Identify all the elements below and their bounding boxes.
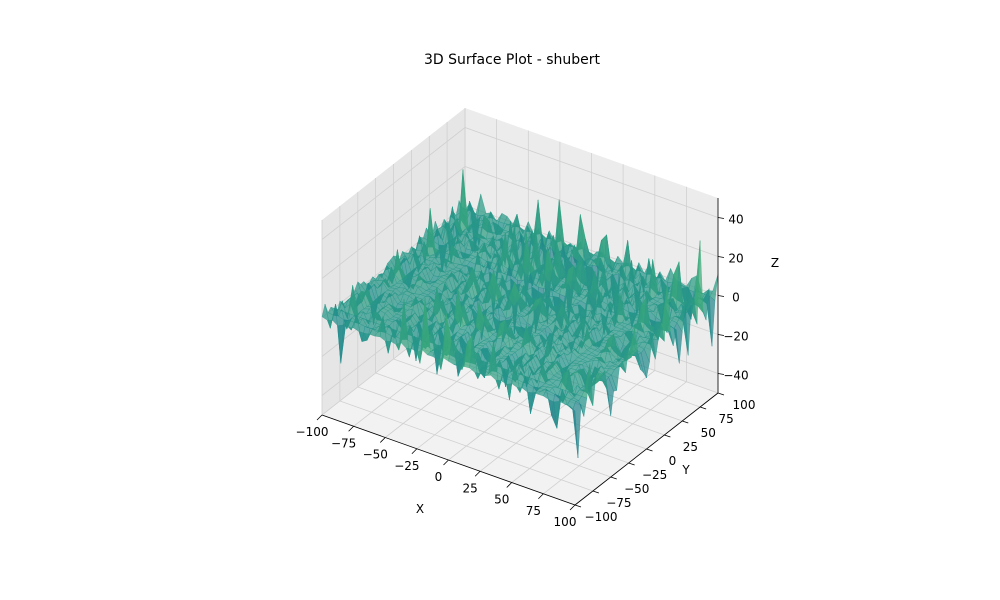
z-tick-label: −40	[723, 369, 748, 383]
z-tick-label: 0	[732, 291, 740, 305]
grid-line-z	[321, 127, 719, 240]
y-tick	[574, 504, 582, 508]
x-tick-label: 75	[526, 504, 541, 518]
z-tick-label: −20	[723, 330, 748, 344]
chart-title: 3D Surface Plot - shubert	[424, 52, 601, 68]
z-axis-label: Z	[771, 256, 779, 270]
x-tick-label: 25	[462, 481, 477, 495]
z-tick	[717, 295, 725, 297]
grid-line-z	[321, 166, 719, 279]
grid-line-y	[375, 178, 629, 464]
x-tick	[411, 448, 418, 455]
x-tick-label: 0	[435, 470, 443, 484]
y-tick	[664, 434, 671, 438]
x-tick	[316, 414, 323, 421]
y-tick-label: 25	[683, 440, 698, 454]
x-tick-label: 50	[494, 493, 509, 507]
y-axis-label: Y	[681, 463, 690, 477]
y-tick-label: −50	[624, 482, 649, 496]
x-tick	[443, 459, 449, 466]
y-tick	[717, 392, 725, 396]
x-tick	[569, 504, 576, 511]
grid-line-y	[357, 192, 611, 478]
y-tick-label: −75	[606, 496, 631, 510]
y-tick	[592, 490, 600, 494]
x-tick-label: −100	[296, 425, 329, 439]
x-tick-label: −25	[394, 459, 419, 473]
x-tick	[348, 425, 354, 432]
x-axis-label: X	[416, 502, 424, 516]
grid-line-y	[393, 164, 647, 450]
x-tick	[538, 493, 544, 500]
grid-line-y	[339, 206, 594, 492]
x-tick-label: 100	[554, 515, 577, 529]
x-tick-label: −75	[331, 436, 356, 450]
y-tick-label: −25	[642, 468, 667, 482]
z-tick	[717, 373, 725, 375]
y-tick-label: 75	[718, 412, 733, 426]
z-tick-label: 40	[728, 213, 743, 227]
z-tick	[717, 334, 725, 336]
z-tick	[717, 217, 725, 219]
y-tick	[610, 476, 617, 480]
x-tick-label: −50	[363, 448, 388, 462]
x-tick	[379, 437, 386, 443]
z-tick-label: 20	[728, 252, 743, 266]
y-tick-label: 50	[701, 426, 716, 440]
surface-facet	[569, 405, 579, 459]
y-tick-label: 0	[669, 454, 677, 468]
x-tick	[506, 482, 513, 488]
y-tick-label: −100	[585, 510, 618, 524]
surface-mesh	[321, 169, 719, 459]
y-tick	[699, 406, 707, 410]
z-tick	[717, 256, 725, 258]
x-tick	[474, 470, 481, 477]
y-tick	[628, 462, 635, 466]
y-tick	[646, 448, 653, 452]
y-tick	[682, 420, 689, 424]
y-tick-label: 100	[733, 398, 756, 412]
